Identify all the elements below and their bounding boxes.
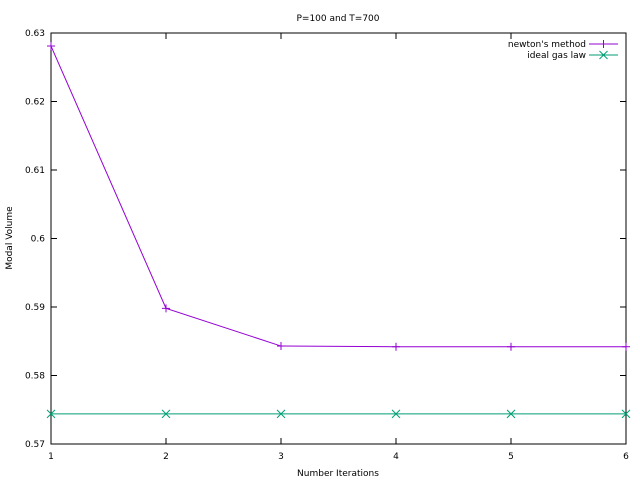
y-tick-label: 0.6 (31, 235, 46, 245)
data-point (507, 342, 515, 351)
data-point (622, 342, 630, 351)
legend-label: ideal gas law (527, 51, 586, 61)
series-layer (46, 42, 631, 419)
data-point (621, 409, 631, 419)
data-point (46, 409, 56, 419)
data-point (277, 342, 285, 351)
axis-ticks (50, 32, 627, 445)
x-tick-label: 2 (163, 452, 169, 462)
data-point (506, 409, 516, 419)
data-point (392, 342, 400, 351)
data-point (276, 409, 286, 419)
y-tick-label: 0.63 (25, 29, 45, 39)
y-tick-label: 0.62 (25, 98, 45, 108)
y-tick-label: 0.61 (25, 166, 45, 176)
series-line (50, 45, 626, 348)
y-tick-label: 0.59 (25, 303, 45, 313)
y-tick-label: 0.57 (25, 440, 45, 450)
x-tick-label: 5 (508, 452, 514, 462)
data-point (161, 409, 171, 419)
legend-label: newton's method (508, 40, 586, 50)
x-tick-label: 3 (278, 452, 284, 462)
plot-frame (50, 32, 627, 445)
x-tick-label: 4 (393, 452, 399, 462)
tick-labels: 0.57 0.58 0.59 0.6 0.61 0.62 0.63 1 2 3 4 5 6 (25, 29, 629, 462)
data-point (47, 42, 55, 51)
data-point (391, 409, 401, 419)
y-axis-label: Modal Volume (5, 206, 15, 270)
x-tick-label: 1 (48, 452, 54, 462)
y-tick-label: 0.58 (25, 372, 45, 382)
legend-marker (599, 50, 608, 60)
data-point (162, 304, 170, 313)
series-1 (46, 409, 631, 419)
x-axis-label: Number Iterations (297, 469, 379, 479)
chart-title: P=100 and T=700 (296, 14, 379, 24)
x-tick-label: 6 (623, 452, 629, 462)
series-0 (47, 42, 630, 351)
legend-marker (599, 40, 608, 48)
